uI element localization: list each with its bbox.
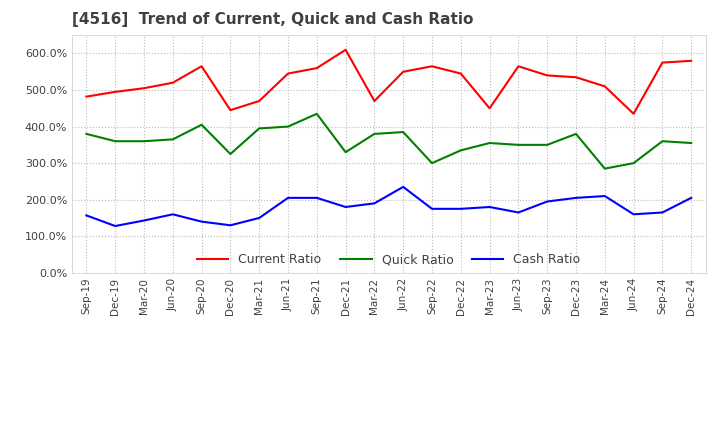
Cash Ratio <box>197 219 206 224</box>
Cash Ratio <box>456 206 465 212</box>
Cash Ratio <box>255 215 264 220</box>
Cash Ratio <box>399 184 408 190</box>
Line: Current Ratio: Current Ratio <box>86 50 691 114</box>
Quick Ratio <box>428 161 436 166</box>
Quick Ratio <box>226 151 235 157</box>
Cash Ratio <box>111 224 120 229</box>
Quick Ratio <box>168 137 177 142</box>
Current Ratio <box>370 99 379 104</box>
Current Ratio <box>284 71 292 76</box>
Quick Ratio <box>312 111 321 117</box>
Current Ratio <box>255 99 264 104</box>
Cash Ratio <box>485 204 494 209</box>
Quick Ratio <box>341 150 350 155</box>
Current Ratio <box>658 60 667 65</box>
Current Ratio <box>226 107 235 113</box>
Cash Ratio <box>341 204 350 209</box>
Cash Ratio <box>312 195 321 201</box>
Quick Ratio <box>687 140 696 146</box>
Quick Ratio <box>658 139 667 144</box>
Cash Ratio <box>428 206 436 212</box>
Text: [4516]  Trend of Current, Quick and Cash Ratio: [4516] Trend of Current, Quick and Cash … <box>72 12 473 27</box>
Line: Quick Ratio: Quick Ratio <box>86 114 691 169</box>
Quick Ratio <box>629 161 638 166</box>
Cash Ratio <box>629 212 638 217</box>
Quick Ratio <box>456 148 465 153</box>
Quick Ratio <box>255 126 264 131</box>
Cash Ratio <box>82 213 91 218</box>
Quick Ratio <box>572 131 580 136</box>
Line: Cash Ratio: Cash Ratio <box>86 187 691 226</box>
Current Ratio <box>140 85 148 91</box>
Current Ratio <box>456 71 465 76</box>
Cash Ratio <box>572 195 580 201</box>
Current Ratio <box>197 64 206 69</box>
Legend: Current Ratio, Quick Ratio, Cash Ratio: Current Ratio, Quick Ratio, Cash Ratio <box>192 248 585 271</box>
Current Ratio <box>629 111 638 117</box>
Quick Ratio <box>82 131 91 136</box>
Current Ratio <box>341 47 350 52</box>
Quick Ratio <box>284 124 292 129</box>
Quick Ratio <box>514 142 523 147</box>
Cash Ratio <box>226 223 235 228</box>
Current Ratio <box>399 69 408 74</box>
Current Ratio <box>514 64 523 69</box>
Quick Ratio <box>197 122 206 128</box>
Current Ratio <box>168 80 177 85</box>
Current Ratio <box>543 73 552 78</box>
Quick Ratio <box>140 139 148 144</box>
Current Ratio <box>600 84 609 89</box>
Cash Ratio <box>600 194 609 199</box>
Cash Ratio <box>168 212 177 217</box>
Quick Ratio <box>485 140 494 146</box>
Current Ratio <box>572 75 580 80</box>
Quick Ratio <box>543 142 552 147</box>
Current Ratio <box>111 89 120 95</box>
Current Ratio <box>687 58 696 63</box>
Quick Ratio <box>600 166 609 171</box>
Cash Ratio <box>140 218 148 223</box>
Quick Ratio <box>399 129 408 135</box>
Cash Ratio <box>543 199 552 204</box>
Current Ratio <box>82 94 91 99</box>
Quick Ratio <box>111 139 120 144</box>
Cash Ratio <box>658 210 667 215</box>
Quick Ratio <box>370 131 379 136</box>
Cash Ratio <box>370 201 379 206</box>
Current Ratio <box>428 64 436 69</box>
Current Ratio <box>312 66 321 71</box>
Cash Ratio <box>687 195 696 201</box>
Cash Ratio <box>284 195 292 201</box>
Current Ratio <box>485 106 494 111</box>
Cash Ratio <box>514 210 523 215</box>
